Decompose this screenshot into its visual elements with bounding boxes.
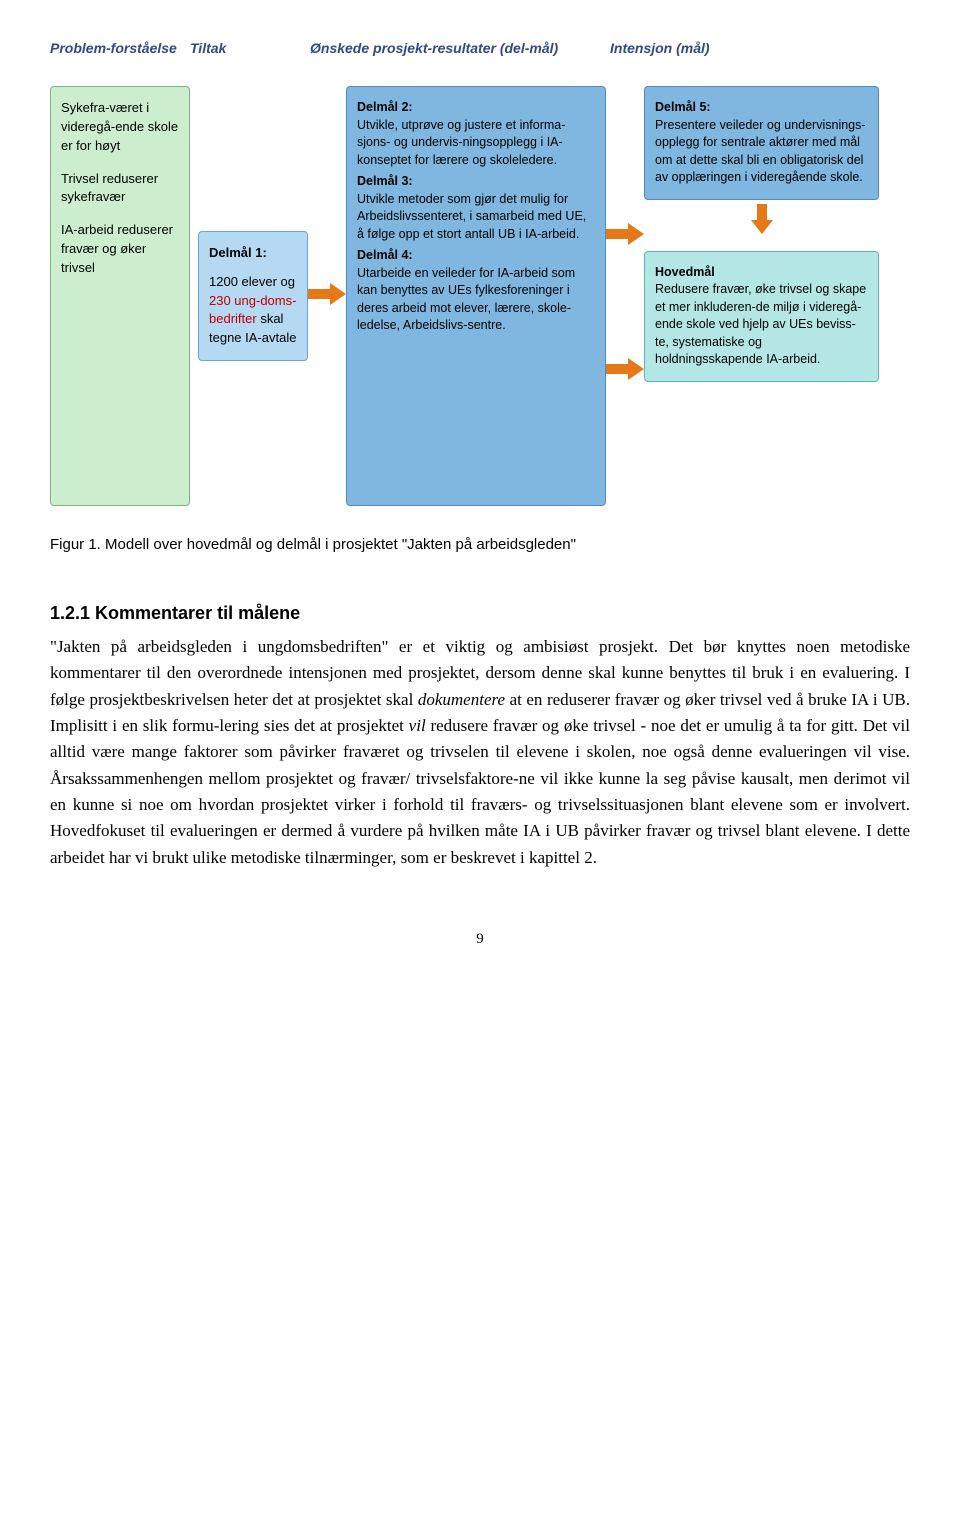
problem-p2: Trivsel reduserer sykefravær [61,170,179,208]
page-number: 9 [50,931,910,948]
right-column: Delmål 5: Presentere veileder og undervi… [644,86,879,506]
header-intention: Intensjon (mål) [610,40,910,56]
d5-text: Presentere veileder og undervisnings-opp… [655,118,866,185]
problem-p3: IA-arbeid reduserer fravær og øker trivs… [61,221,179,278]
column-headers: Problem-forståelse Tiltak Ønskede prosje… [50,40,910,56]
arrow-3 [606,356,644,382]
d4-title: Delmål 4: [357,248,413,262]
section-title: 1.2.1 Kommentarer til målene [50,603,910,624]
arrow-2 [606,221,644,247]
d2-title: Delmål 2: [357,100,413,114]
d5-title: Delmål 5: [655,100,711,114]
hovedmaal-text: Redusere fravær, øke trivsel og skape et… [655,282,866,366]
d3-text: Utvikle metoder som gjør det mulig for A… [357,192,586,241]
delmaal-234-box: Delmål 2: Utvikle, utprøve og justere et … [346,86,606,506]
figure-caption: Figur 1. Modell over hovedmål og delmål … [50,536,910,553]
delmaal1-text: 1200 elever og 230 ung-doms-bedrifter sk… [209,273,297,348]
arrow-1 [308,281,346,312]
arrow-down [644,200,879,243]
header-results: Ønskede prosjekt-resultater (del-mål) [310,40,610,56]
problem-p1: Sykefra-været i videregå-ende skole er f… [61,99,179,156]
delmaal5-box: Delmål 5: Presentere veileder og undervi… [644,86,879,200]
hovedmaal-box: Hovedmål Redusere fravær, øke trivsel og… [644,251,879,382]
arrows-right [606,86,644,506]
d4-text: Utarbeide en veileder for IA-arbeid som … [357,266,575,333]
d2-text: Utvikle, utprøve og justere et informa-s… [357,118,565,167]
problem-box: Sykefra-været i videregå-ende skole er f… [50,86,190,506]
hovedmaal-title: Hovedmål [655,265,715,279]
flow-diagram: Sykefra-været i videregå-ende skole er f… [50,86,910,506]
delmaal1-title: Delmål 1: [209,244,297,263]
d3-title: Delmål 3: [357,174,413,188]
delmaal1-box: Delmål 1: 1200 elever og 230 ung-doms-be… [198,231,308,361]
header-problem: Problem-forståelse [50,40,190,56]
body-paragraph: "Jakten på arbeidsgleden i ungdomsbedrif… [50,634,910,871]
header-tiltak: Tiltak [190,40,310,56]
